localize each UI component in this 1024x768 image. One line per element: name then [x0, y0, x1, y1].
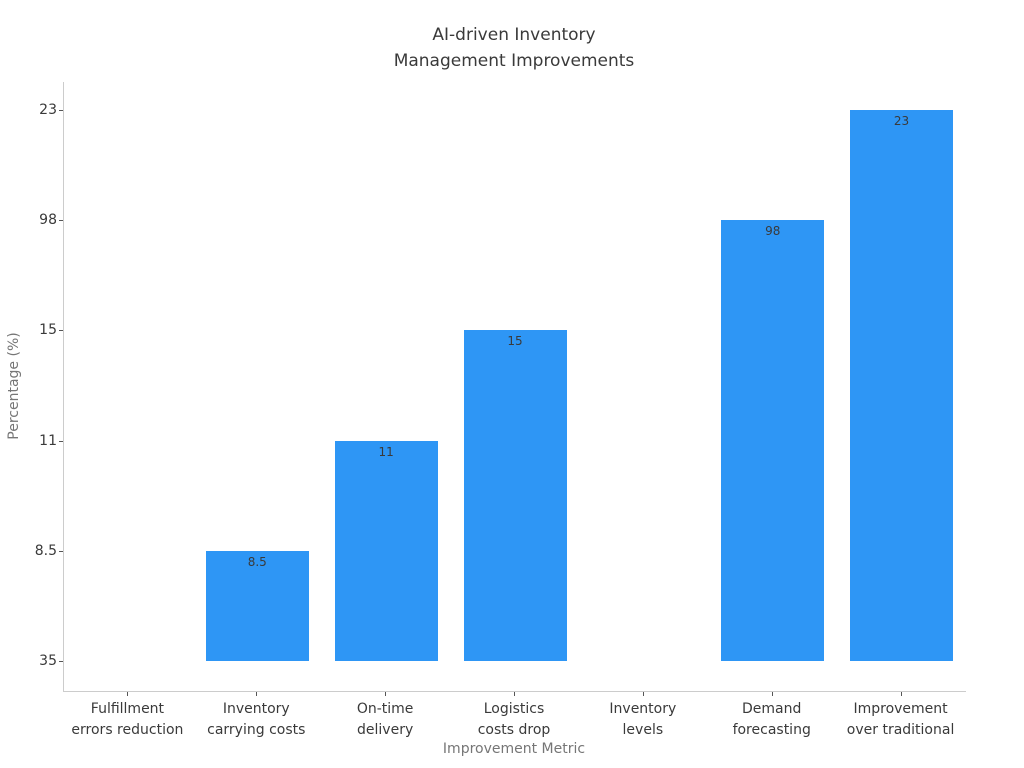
x-tick-label-line-2: carrying costs	[207, 722, 306, 738]
x-tick-mark	[642, 692, 644, 696]
x-axis-label: Improvement Metric	[442, 741, 586, 757]
y-tick-label: 8.5	[34, 542, 57, 559]
x-tick-label-line-2: forecasting	[732, 722, 811, 738]
bar: 23	[850, 110, 954, 661]
x-tick-label-line-2: errors reduction	[71, 722, 184, 738]
y-tick-mark	[59, 220, 63, 222]
y-tick-label: 98	[39, 212, 57, 229]
y-tick-mark	[59, 661, 63, 662]
x-tick-label-line-1: Inventory	[222, 701, 290, 717]
x-tick-label-line-1: Demand	[742, 701, 802, 717]
x-tick-label-line-2: over traditional	[846, 722, 955, 738]
y-tick-mark	[59, 330, 63, 332]
x-tick-label: Inventory levels	[558, 699, 728, 741]
bar-value-label: 11	[378, 444, 394, 459]
x-tick-label: Improvement over traditional	[816, 699, 986, 741]
x-tick-mark	[256, 692, 258, 696]
x-tick-mark	[127, 692, 129, 696]
y-tick-label: 15	[39, 322, 57, 339]
y-tick-label: 11	[39, 432, 57, 449]
plot-area: 8.5 11 15 98 23	[63, 82, 966, 692]
bar-value-label: 15	[507, 334, 523, 349]
x-tick-mark	[514, 692, 515, 696]
y-tick-mark	[59, 110, 63, 111]
y-tick-mark	[59, 440, 63, 442]
x-tick-label-line-1: Improvement	[853, 701, 948, 717]
x-tick-label-line-2: delivery	[357, 722, 414, 738]
x-tick-label: Demand forecasting	[687, 699, 857, 741]
bar: 8.5	[205, 550, 309, 661]
x-tick-label-line-2: costs drop	[477, 722, 551, 738]
x-tick-mark	[385, 692, 387, 696]
chart-title-line-1: AI-driven Inventory	[432, 25, 596, 45]
bar: 98	[721, 220, 825, 661]
y-tick-label: 35	[39, 653, 57, 669]
bar: 11	[334, 440, 438, 661]
x-tick-label: Inventory carrying costs	[171, 699, 341, 741]
bar-value-label: 8.5	[247, 554, 267, 569]
x-tick-label-line-1: On-time	[356, 701, 414, 717]
x-tick-label: Logistics costs drop	[429, 699, 599, 741]
x-tick-label-line-1: Inventory	[609, 701, 677, 717]
x-tick-label-line-2: levels	[622, 722, 664, 738]
x-tick-mark	[900, 692, 902, 696]
chart-title-line-2: Management Improvements	[393, 51, 635, 71]
y-axis-label: Percentage (%)	[6, 332, 22, 440]
x-tick-mark	[771, 692, 773, 696]
x-tick-label-line-1: Logistics	[483, 701, 545, 717]
bar-value-label: 23	[893, 114, 910, 128]
x-tick-label: On-time delivery	[300, 699, 470, 741]
x-tick-label-line-1: Fulfillment	[90, 701, 165, 717]
bar: 15	[463, 330, 567, 661]
y-tick-mark	[59, 550, 63, 552]
chart-title: AI-driven Inventory Management Improveme…	[63, 22, 965, 74]
x-tick-label: Fulfillment errors reduction	[42, 699, 212, 741]
bar-value-label: 98	[765, 224, 781, 239]
y-tick-label: 23	[39, 102, 57, 118]
